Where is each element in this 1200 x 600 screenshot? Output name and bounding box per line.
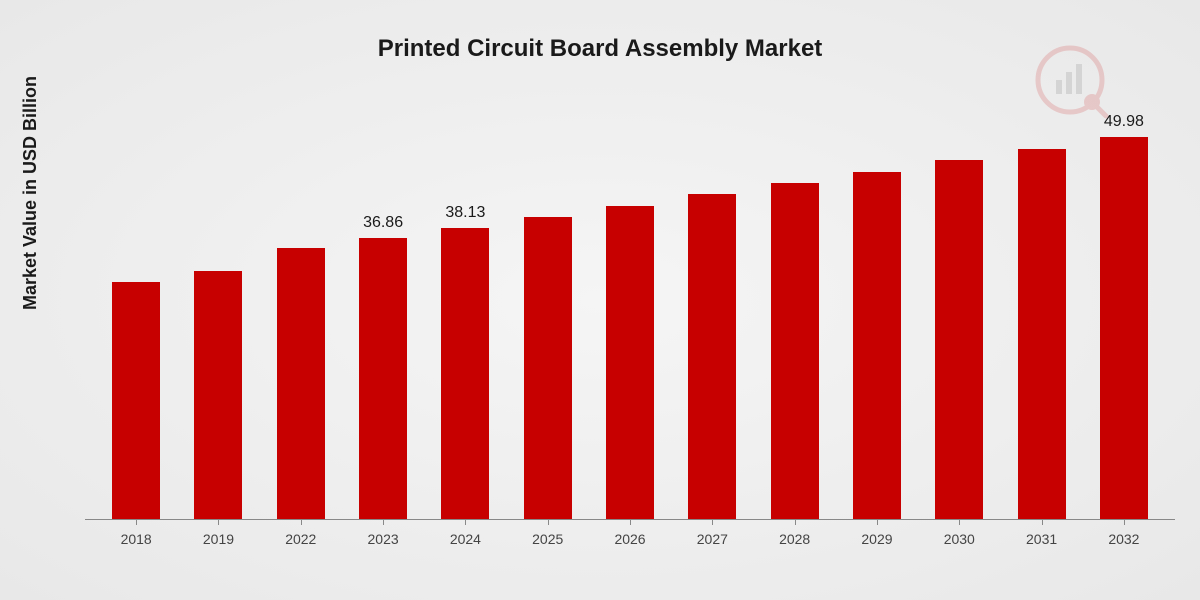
x-axis-label: 2028: [779, 531, 810, 547]
bar-group: 38.132024: [424, 100, 506, 519]
bar-group: 2028: [754, 100, 836, 519]
bar: [771, 183, 819, 519]
bar: [606, 206, 654, 519]
chart-container: 20182019202236.86202338.1320242025202620…: [75, 100, 1175, 560]
plot-area: 20182019202236.86202338.1320242025202620…: [85, 100, 1175, 520]
bar: [359, 238, 407, 519]
x-axis-label: 2032: [1108, 531, 1139, 547]
x-axis-label: 2018: [121, 531, 152, 547]
x-axis-label: 2026: [614, 531, 645, 547]
x-tick: [795, 519, 796, 525]
bar-group: 2026: [589, 100, 671, 519]
bar-value-label: 49.98: [1104, 113, 1144, 131]
bar-group: 2027: [671, 100, 753, 519]
bar: [1100, 137, 1148, 519]
x-tick: [465, 519, 466, 525]
x-tick: [1124, 519, 1125, 525]
x-axis-label: 2019: [203, 531, 234, 547]
bar: [277, 248, 325, 519]
bar-group: 2019: [177, 100, 259, 519]
x-axis-label: 2024: [450, 531, 481, 547]
bar-group: 2029: [836, 100, 918, 519]
x-tick: [1042, 519, 1043, 525]
y-axis-label: Market Value in USD Billion: [20, 76, 41, 310]
bar: [853, 172, 901, 519]
x-axis-label: 2029: [861, 531, 892, 547]
bar: [688, 194, 736, 519]
x-tick: [383, 519, 384, 525]
x-axis-label: 2022: [285, 531, 316, 547]
bar-value-label: 38.13: [445, 204, 485, 222]
bar: [935, 160, 983, 519]
bar-group: 49.982032: [1083, 100, 1165, 519]
x-tick: [301, 519, 302, 525]
x-axis-label: 2031: [1026, 531, 1057, 547]
bar-group: 2031: [1000, 100, 1082, 519]
x-axis-label: 2025: [532, 531, 563, 547]
bar: [1018, 149, 1066, 519]
x-axis-label: 2030: [944, 531, 975, 547]
bar-group: 2030: [918, 100, 1000, 519]
bar-group: 2018: [95, 100, 177, 519]
x-tick: [136, 519, 137, 525]
bar-group: 36.862023: [342, 100, 424, 519]
bar-group: 2025: [507, 100, 589, 519]
bar: [194, 271, 242, 519]
x-tick: [218, 519, 219, 525]
bars-area: 20182019202236.86202338.1320242025202620…: [85, 100, 1175, 519]
bar: [441, 228, 489, 519]
bar: [112, 282, 160, 519]
x-axis-label: 2023: [368, 531, 399, 547]
bar-group: 2022: [260, 100, 342, 519]
x-tick: [877, 519, 878, 525]
x-tick: [959, 519, 960, 525]
x-tick: [712, 519, 713, 525]
chart-title: Printed Circuit Board Assembly Market: [0, 0, 1200, 73]
bar: [524, 217, 572, 519]
x-axis-label: 2027: [697, 531, 728, 547]
x-tick: [630, 519, 631, 525]
x-tick: [548, 519, 549, 525]
bar-value-label: 36.86: [363, 214, 403, 232]
